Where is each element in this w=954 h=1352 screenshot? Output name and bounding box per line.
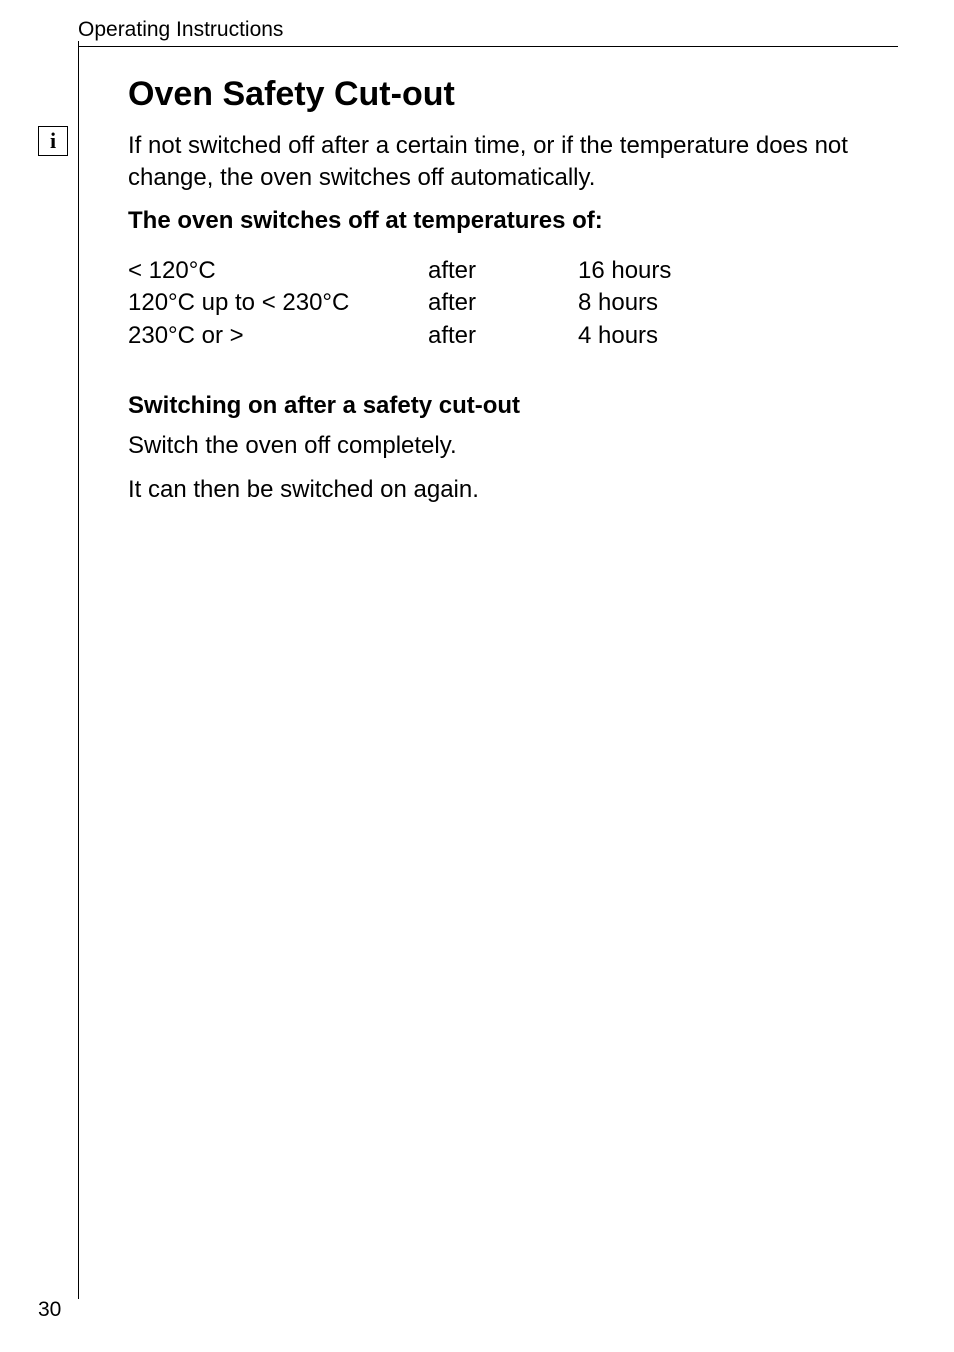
page-number: 30 bbox=[38, 1298, 61, 1322]
page: Operating Instructions i Oven Safety Cut… bbox=[0, 0, 954, 1352]
table-row: < 120°C after 16 hours bbox=[128, 255, 898, 287]
info-icon-glyph: i bbox=[50, 128, 56, 154]
hours-value: 8 hours bbox=[578, 287, 728, 319]
header-section-label: Operating Instructions bbox=[78, 18, 283, 41]
after-label: after bbox=[428, 255, 578, 287]
vertical-rule bbox=[78, 41, 79, 1299]
hours-value: 4 hours bbox=[578, 320, 728, 352]
intro-paragraph: If not switched off after a certain time… bbox=[128, 130, 898, 195]
temp-range: < 120°C bbox=[128, 255, 428, 287]
switch-off-heading: The oven switches off at temperatures of… bbox=[128, 207, 898, 235]
switch-on-line-2: It can then be switched on again. bbox=[128, 474, 898, 506]
switching-on-subheading: Switching on after a safety cut-out bbox=[128, 392, 898, 420]
switch-on-line-1: Switch the oven off completely. bbox=[128, 430, 898, 462]
temp-range: 120°C up to < 230°C bbox=[128, 287, 428, 319]
hours-value: 16 hours bbox=[578, 255, 728, 287]
header-row: Operating Instructions bbox=[78, 18, 898, 47]
table-row: 120°C up to < 230°C after 8 hours bbox=[128, 287, 898, 319]
after-label: after bbox=[428, 287, 578, 319]
table-row: 230°C or > after 4 hours bbox=[128, 320, 898, 352]
info-icon: i bbox=[38, 126, 68, 156]
content-block: Oven Safety Cut-out If not switched off … bbox=[128, 75, 898, 507]
page-title: Oven Safety Cut-out bbox=[128, 75, 898, 114]
temperature-table: < 120°C after 16 hours 120°C up to < 230… bbox=[128, 255, 898, 352]
after-label: after bbox=[428, 320, 578, 352]
temp-range: 230°C or > bbox=[128, 320, 428, 352]
